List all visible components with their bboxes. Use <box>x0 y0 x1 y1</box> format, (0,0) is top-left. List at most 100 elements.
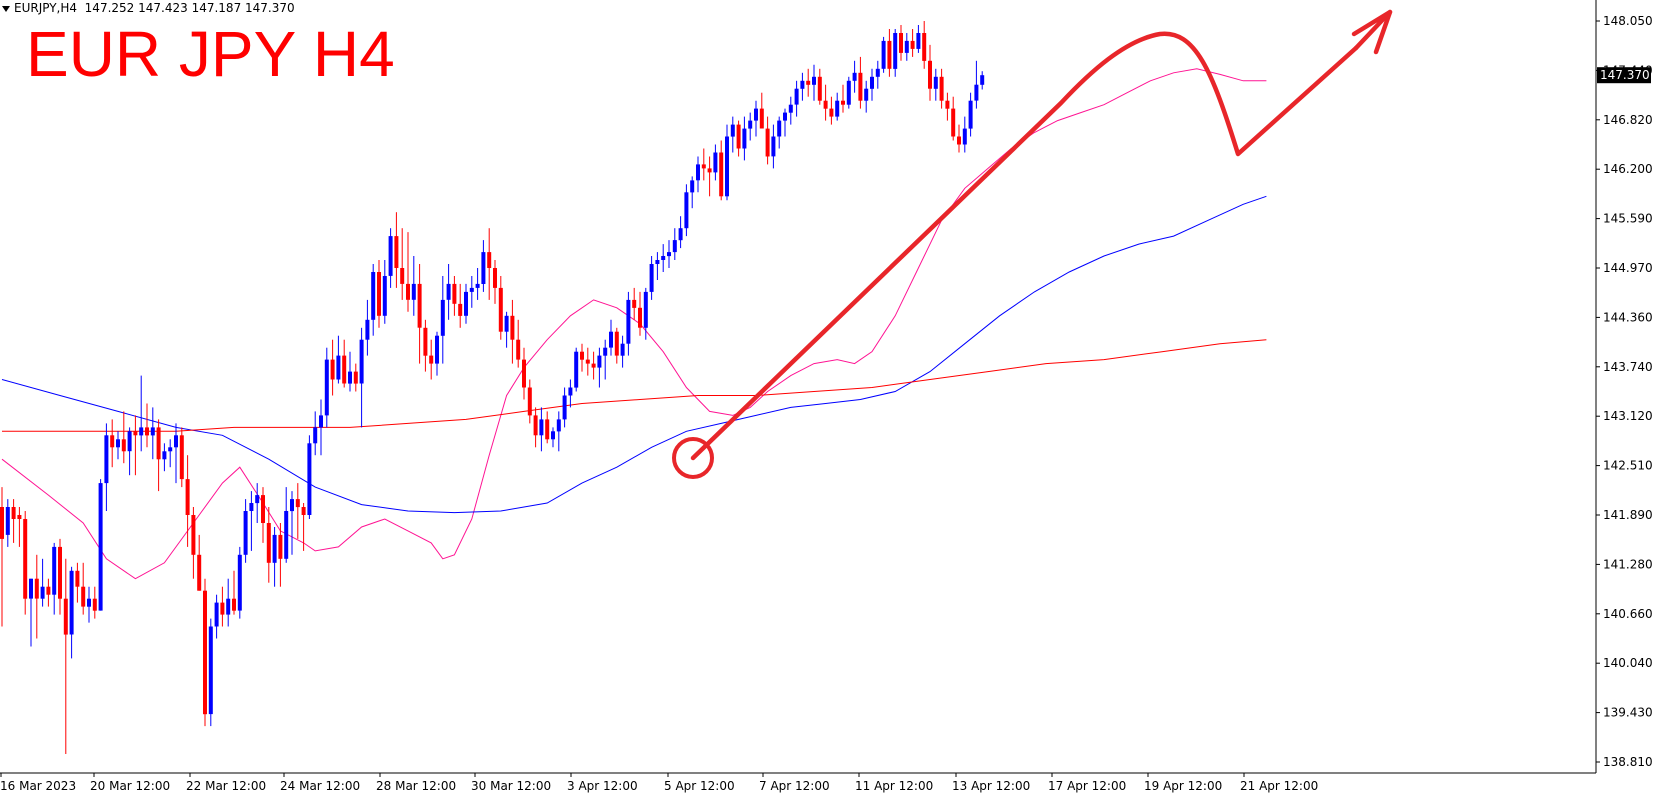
y-tick-label: 141.890 <box>1603 508 1653 522</box>
moving-average-line-1 <box>1 68 1267 580</box>
candle <box>649 256 654 300</box>
candle <box>968 92 973 137</box>
candle <box>748 112 753 141</box>
candle <box>672 228 677 260</box>
candle <box>829 96 834 125</box>
candle <box>980 71 985 90</box>
candle <box>498 276 503 340</box>
candle <box>893 29 898 77</box>
candle <box>382 260 387 324</box>
x-tick-label: 13 Apr 12:00 <box>952 779 1030 793</box>
candle <box>52 542 57 615</box>
x-tick-label: 17 Apr 12:00 <box>1048 779 1126 793</box>
dropdown-triangle-icon[interactable] <box>2 5 10 12</box>
candle <box>92 586 97 619</box>
candle <box>365 299 370 356</box>
candle <box>504 311 509 348</box>
moving-average-line-2 <box>1 195 1267 514</box>
candle <box>348 351 352 392</box>
x-tick-label: 28 Mar 12:00 <box>376 779 456 793</box>
candle <box>597 347 602 388</box>
candle <box>0 487 4 627</box>
candle <box>295 483 300 539</box>
moving-averages <box>1 68 1267 580</box>
y-tick-label: 140.040 <box>1603 656 1653 670</box>
candle <box>493 260 497 304</box>
candle <box>870 68 874 101</box>
candle <box>759 92 764 129</box>
candle <box>777 116 782 149</box>
candle <box>63 558 68 754</box>
candle <box>435 331 439 376</box>
candle <box>609 319 613 356</box>
candle <box>330 339 335 396</box>
candle <box>661 244 666 272</box>
candle <box>226 578 231 627</box>
candle <box>730 116 735 153</box>
candle <box>458 283 463 328</box>
candle <box>527 379 532 424</box>
candle <box>266 507 271 583</box>
candle <box>301 503 306 551</box>
candle <box>272 527 277 587</box>
candle <box>40 558 45 607</box>
candle <box>858 56 863 109</box>
candle <box>696 156 700 193</box>
candle <box>197 534 202 591</box>
high-value: 147.423 <box>138 1 188 15</box>
candle <box>342 339 347 388</box>
x-tick-label: 11 Apr 12:00 <box>855 779 933 793</box>
candle <box>933 68 938 101</box>
candle <box>754 100 758 137</box>
candle <box>145 403 149 448</box>
candle <box>174 423 178 484</box>
candle <box>440 276 445 364</box>
candle <box>208 618 213 727</box>
candle <box>5 499 10 547</box>
candle <box>411 256 416 316</box>
candle <box>87 586 91 623</box>
candle <box>469 276 474 308</box>
y-tick-label: 143.120 <box>1603 409 1653 423</box>
candle <box>904 33 909 61</box>
candles <box>0 21 985 754</box>
x-tick-label: 7 Apr 12:00 <box>759 779 830 793</box>
candle <box>812 64 816 101</box>
x-tick-label: 16 Mar 2023 <box>0 779 76 793</box>
low-value: 147.187 <box>191 1 242 15</box>
candle <box>69 566 74 659</box>
y-tick-label: 144.970 <box>1603 261 1653 275</box>
trend-arrow-path <box>690 31 1359 461</box>
candle <box>34 554 39 639</box>
candle <box>516 319 521 368</box>
candle <box>945 92 950 121</box>
y-tick-label: 148.050 <box>1603 14 1653 28</box>
candle <box>887 29 892 77</box>
candle <box>690 176 695 209</box>
candle <box>817 68 822 105</box>
candle <box>400 228 405 300</box>
candle <box>11 499 16 543</box>
candle <box>643 287 648 340</box>
candle <box>551 427 555 448</box>
candle <box>783 108 787 137</box>
candle <box>951 96 956 141</box>
candle <box>974 60 979 109</box>
candle <box>545 411 550 444</box>
candle <box>75 562 80 603</box>
candle <box>533 407 538 448</box>
candle <box>371 264 376 336</box>
candle <box>510 299 515 364</box>
candle <box>313 411 318 456</box>
x-tick-label: 19 Apr 12:00 <box>1144 779 1222 793</box>
candle <box>423 319 428 372</box>
current-price-label: 147.370 <box>1600 68 1650 82</box>
candle <box>23 511 28 615</box>
candle <box>910 29 915 57</box>
candle <box>922 21 927 69</box>
candle <box>603 339 608 380</box>
candle <box>655 252 660 280</box>
y-tick-label: 146.200 <box>1603 162 1653 176</box>
candle <box>788 96 793 125</box>
